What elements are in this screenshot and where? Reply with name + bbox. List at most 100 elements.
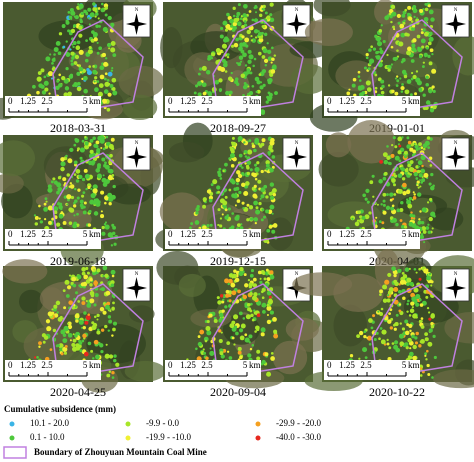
subsidence-point: [396, 49, 399, 52]
subsidence-point: [425, 226, 430, 230]
subsidence-point: [226, 350, 230, 353]
subsidence-point: [420, 28, 423, 31]
subsidence-point: [253, 29, 259, 34]
subsidence-point: [62, 333, 67, 338]
scale-label: 2.5: [41, 96, 53, 106]
subsidence-point: [402, 182, 407, 188]
subsidence-point: [429, 164, 433, 167]
subsidence-point: [224, 70, 228, 73]
subsidence-point: [226, 12, 230, 17]
subsidence-point: [251, 295, 258, 301]
subsidence-point: [88, 209, 92, 214]
subsidence-point: [380, 339, 386, 345]
subsidence-point: [203, 199, 207, 203]
map-panel: N 0 1.25 2.5 5 km: [160, 0, 339, 118]
subsidence-point: [394, 77, 397, 80]
north-arrow: [126, 13, 147, 35]
subsidence-point: [409, 173, 412, 176]
subsidence-point: [261, 296, 265, 300]
subsidence-point: [204, 339, 208, 343]
subsidence-point: [226, 55, 230, 59]
subsidence-point: [69, 339, 72, 342]
subsidence-point: [411, 306, 414, 309]
subsidence-point: [384, 15, 389, 21]
subsidence-point: [359, 215, 363, 219]
subsidence-point: [393, 273, 397, 278]
subsidence-point: [247, 149, 253, 155]
subsidence-point: [393, 174, 398, 178]
subsidence-point: [254, 36, 258, 39]
terrain-patch: [178, 273, 206, 298]
subsidence-point: [66, 203, 69, 206]
scale-unit: km: [249, 360, 261, 370]
subsidence-point: [430, 322, 434, 326]
subsidence-point: [205, 325, 211, 331]
scale-label: 0: [8, 360, 13, 370]
subsidence-point: [95, 24, 99, 29]
subsidence-point: [257, 270, 262, 275]
subsidence-point: [246, 218, 250, 222]
subsidence-point: [406, 144, 411, 149]
subsidence-point: [265, 100, 269, 104]
subsidence-point: [249, 71, 253, 75]
subsidence-point: [111, 194, 116, 200]
subsidence-point: [63, 326, 69, 332]
subsidence-point: [253, 184, 257, 188]
subsidence-point: [241, 182, 246, 188]
subsidence-point: [358, 85, 362, 89]
subsidence-point: [413, 193, 416, 196]
subsidence-point: [210, 56, 214, 60]
subsidence-point: [386, 53, 389, 57]
subsidence-point: [393, 28, 396, 31]
subsidence-point: [219, 312, 224, 318]
subsidence-point: [428, 272, 432, 275]
subsidence-point: [62, 346, 68, 352]
subsidence-point: [411, 296, 417, 302]
subsidence-point: [257, 142, 261, 146]
subsidence-point: [375, 216, 378, 219]
subsidence-point: [101, 157, 106, 162]
subsidence-point: [79, 203, 84, 208]
subsidence-point: [105, 57, 108, 60]
subsidence-point: [229, 159, 232, 162]
subsidence-point: [244, 337, 250, 343]
subsidence-point: [60, 352, 64, 356]
subsidence-point: [265, 167, 269, 171]
subsidence-point: [67, 29, 71, 33]
subsidence-point: [50, 180, 54, 184]
subsidence-point: [254, 330, 257, 333]
subsidence-point: [229, 153, 236, 159]
subsidence-point: [84, 58, 89, 63]
scale-label: 2.5: [360, 360, 372, 370]
subsidence-point: [412, 196, 417, 200]
subsidence-point: [113, 358, 117, 363]
subsidence-point: [81, 72, 84, 75]
subsidence-point: [408, 267, 411, 271]
scale-unit: km: [408, 96, 420, 106]
subsidence-point: [70, 17, 73, 20]
scale-bar: [168, 241, 248, 246]
subsidence-point: [396, 208, 401, 213]
subsidence-point: [100, 210, 103, 213]
subsidence-point: [103, 163, 107, 168]
subsidence-point: [235, 77, 239, 81]
subsidence-point: [48, 220, 52, 225]
subsidence-point: [274, 91, 278, 95]
subsidence-point: [60, 329, 66, 335]
subsidence-point: [101, 98, 108, 104]
scale-unit: km: [89, 360, 101, 370]
subsidence-point: [428, 182, 432, 186]
subsidence-point: [213, 319, 218, 324]
subsidence-point: [433, 215, 436, 218]
subsidence-point: [269, 182, 275, 187]
subsidence-point: [406, 310, 409, 313]
subsidence-point: [418, 298, 422, 302]
subsidence-point: [58, 204, 63, 210]
subsidence-point: [421, 226, 427, 231]
subsidence-point: [93, 80, 96, 83]
subsidence-point: [71, 276, 77, 282]
subsidence-point: [78, 25, 83, 31]
subsidence-point: [422, 28, 426, 32]
subsidence-point: [218, 167, 222, 171]
subsidence-point: [210, 183, 214, 187]
